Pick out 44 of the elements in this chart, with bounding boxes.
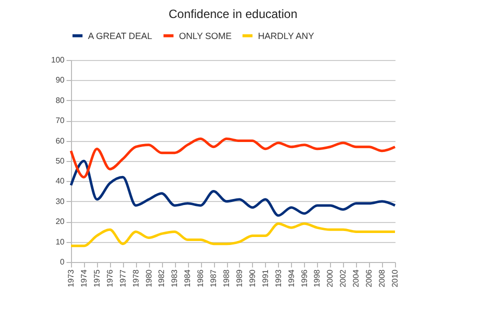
y-tick-label: 100 xyxy=(51,56,66,64)
x-tick-label: 1988 xyxy=(222,268,232,288)
legend-label: ONLY SOME xyxy=(179,30,232,41)
line-series xyxy=(70,160,396,217)
x-tick-label: 1982 xyxy=(157,268,166,288)
x-tick-label: 1989 xyxy=(234,268,244,288)
x-tick-label: 1996 xyxy=(300,268,309,288)
x-tick-label: 1976 xyxy=(105,268,114,288)
y-tick-label: 20 xyxy=(56,217,66,226)
line-series xyxy=(70,138,396,178)
y-tick-label: 60 xyxy=(56,136,66,146)
x-tick-label: 1998 xyxy=(312,268,322,288)
y-tick-label: 70 xyxy=(56,116,66,126)
y-tick-label: 30 xyxy=(56,196,66,206)
x-tick-label: 1984 xyxy=(183,268,192,288)
x-tick-label: 1993 xyxy=(274,268,283,288)
x-tick-label: 1974 xyxy=(79,268,88,288)
legend-label: A GREAT DEAL xyxy=(88,30,152,41)
x-tick-label: 2008 xyxy=(378,268,387,288)
x-tick-label: 1986 xyxy=(196,268,206,288)
x-tick-label: 2000 xyxy=(326,268,335,288)
line-series xyxy=(70,222,396,248)
x-tick-label: 2004 xyxy=(352,268,361,288)
y-tick-label: 40 xyxy=(56,176,66,186)
y-tick-label: 0 xyxy=(60,258,66,266)
y-tick-label: 90 xyxy=(56,76,66,85)
x-tick-label: 1973 xyxy=(66,268,76,288)
x-tick-label: 1975 xyxy=(92,268,102,288)
x-tick-label: 1978 xyxy=(131,268,140,288)
x-tick-label: 1980 xyxy=(144,268,154,288)
y-tick-label: 80 xyxy=(56,96,66,105)
y-tick-label: 10 xyxy=(56,237,66,246)
x-tick-label: 2002 xyxy=(338,268,348,288)
x-tick-label: 1983 xyxy=(170,268,180,288)
legend-label: HARDLY ANY xyxy=(258,30,314,41)
y-tick-label: 50 xyxy=(56,156,66,166)
x-tick-label: 2010 xyxy=(390,268,400,288)
chart-title: Confidence in education xyxy=(168,7,298,21)
x-tick-label: 1991 xyxy=(260,268,270,288)
x-tick-label: 1994 xyxy=(286,268,296,288)
x-tick-label: 1977 xyxy=(118,268,128,288)
x-tick-label: 1987 xyxy=(209,268,218,288)
x-tick-label: 2006 xyxy=(364,268,374,288)
x-tick-label: 1990 xyxy=(248,268,257,288)
